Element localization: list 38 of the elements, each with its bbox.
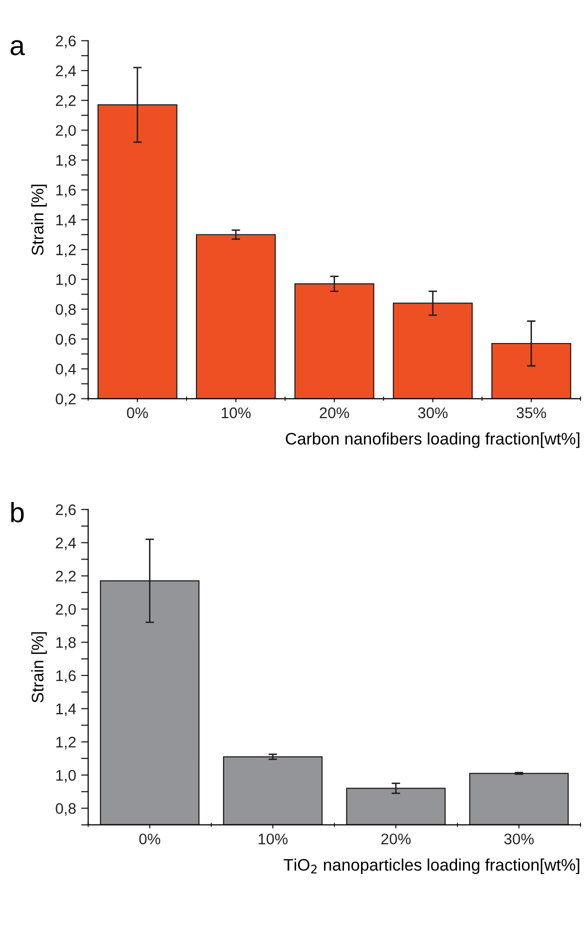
x-tick-label: 10%: [258, 834, 288, 844]
x-axis-title: Carbon nanofibers loading fraction[wt%]: [286, 432, 580, 448]
y-axis-title: Strain [%]: [31, 184, 47, 256]
x-tick-label: 10%: [222, 407, 251, 418]
y-tick-label: 1,8: [56, 637, 76, 650]
y-tick-label: 1,6: [56, 184, 76, 198]
x-tick-label: 20%: [381, 834, 411, 844]
y-tick-label: 0,6: [56, 334, 76, 347]
y-tick-label: 1,0: [56, 274, 76, 287]
y-tick-label: 1,4: [56, 214, 76, 228]
y-tick-label: 2,2: [56, 570, 76, 584]
y-tick-label: 0,2: [56, 394, 76, 406]
y-tick-label: 1,2: [56, 736, 76, 750]
x-tick-label: 30%: [504, 834, 534, 844]
y-tick-label: 0,8: [56, 803, 76, 816]
y-tick-label: 1,2: [56, 244, 76, 258]
x-tick-label: 30%: [418, 407, 448, 418]
y-tick-label: 2,6: [56, 504, 76, 517]
x-tick-label: 20%: [320, 407, 350, 418]
y-axis-title: Strain [%]: [31, 632, 47, 703]
y-tick-label: 2,0: [56, 125, 76, 138]
chart-title: b: [11, 502, 24, 522]
y-tick-label: 2,4: [56, 65, 76, 78]
y-tick-label: 2,4: [56, 538, 76, 550]
y-tick-label: 1,4: [56, 704, 76, 716]
x-tick-label: 35%: [516, 407, 546, 418]
y-tick-label: 2,2: [56, 95, 76, 108]
y-tick-label: 0,8: [56, 304, 76, 317]
x-axis-title: TiO$_{2}$ nanoparticles loading fraction[wt%]: [284, 858, 580, 874]
x-tick-label: 0%: [126, 407, 148, 418]
y-tick-label: 1,6: [56, 670, 76, 683]
y-tick-label: 2,6: [56, 36, 76, 48]
y-tick-label: 1,8: [56, 154, 76, 168]
y-tick-label: 2,0: [56, 604, 76, 617]
y-tick-label: 0,4: [56, 364, 76, 376]
y-tick-label: 1,0: [56, 770, 76, 783]
x-tick-label: 0%: [139, 834, 160, 844]
chart-title: a: [10, 40, 25, 56]
